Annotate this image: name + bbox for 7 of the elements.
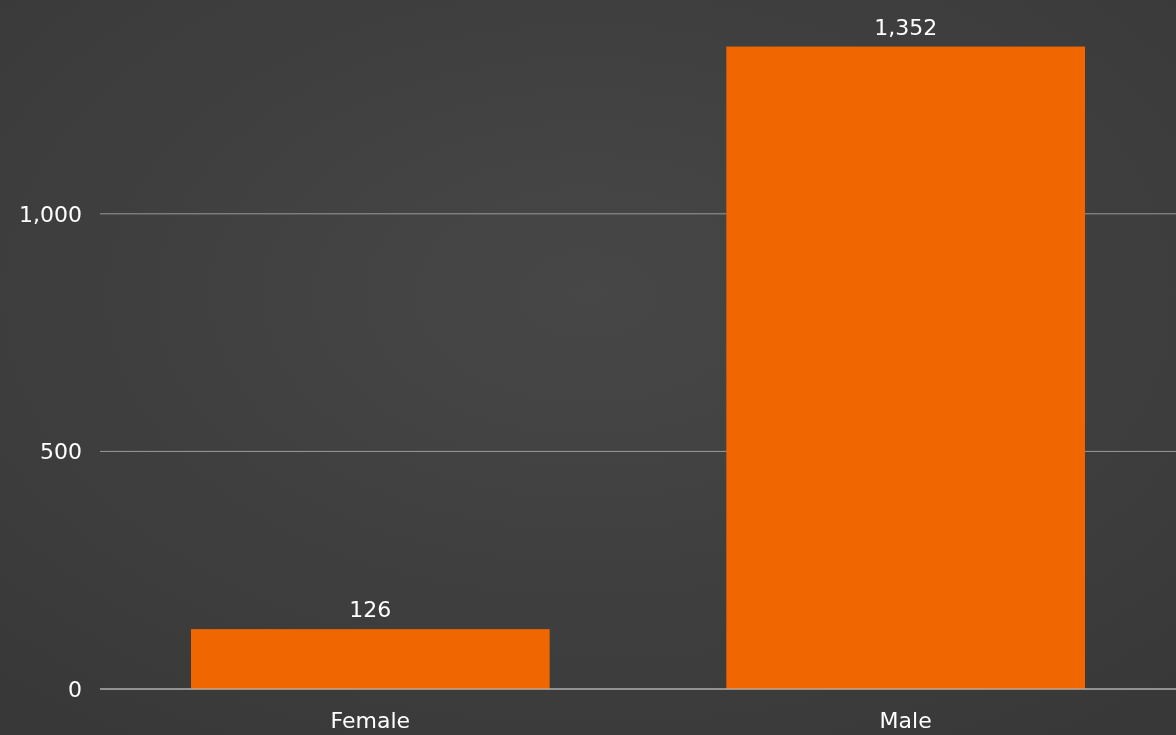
x-tick-label: Female [330,708,411,733]
y-tick-label: 0 [68,676,82,702]
x-tick-label: Male [879,708,932,733]
y-tick-label: 500 [40,439,82,465]
y-tick-label: 1,000 [19,201,82,227]
data-label: 1,352 [874,14,938,40]
data-label: 126 [349,597,392,623]
